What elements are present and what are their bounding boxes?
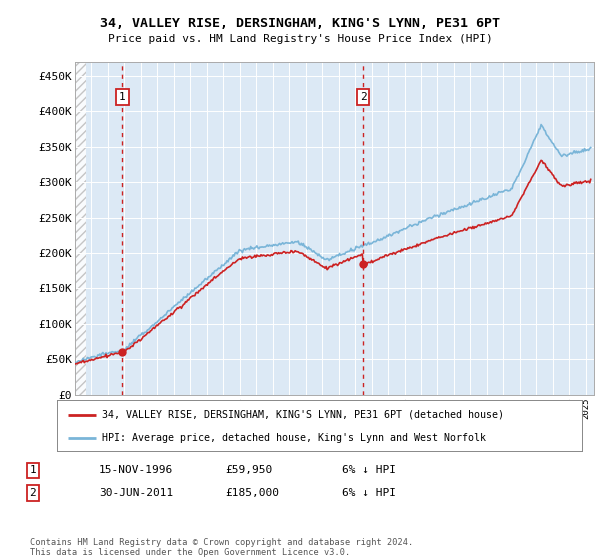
Text: 15-NOV-1996: 15-NOV-1996 [99,465,173,475]
Text: 1: 1 [119,92,126,102]
Text: 1: 1 [29,465,37,475]
Text: 6% ↓ HPI: 6% ↓ HPI [342,465,396,475]
Text: HPI: Average price, detached house, King's Lynn and West Norfolk: HPI: Average price, detached house, King… [101,433,485,443]
Text: 34, VALLEY RISE, DERSINGHAM, KING'S LYNN, PE31 6PT: 34, VALLEY RISE, DERSINGHAM, KING'S LYNN… [100,17,500,30]
Text: 2: 2 [29,488,37,498]
Bar [75,62,86,395]
Text: Contains HM Land Registry data © Crown copyright and database right 2024.
This d: Contains HM Land Registry data © Crown c… [30,538,413,557]
Text: 6% ↓ HPI: 6% ↓ HPI [342,488,396,498]
Text: Price paid vs. HM Land Registry's House Price Index (HPI): Price paid vs. HM Land Registry's House … [107,34,493,44]
Text: 2: 2 [360,92,367,102]
Text: 34, VALLEY RISE, DERSINGHAM, KING'S LYNN, PE31 6PT (detached house): 34, VALLEY RISE, DERSINGHAM, KING'S LYNN… [101,409,503,419]
Text: 30-JUN-2011: 30-JUN-2011 [99,488,173,498]
Text: £185,000: £185,000 [225,488,279,498]
Text: £59,950: £59,950 [225,465,272,475]
